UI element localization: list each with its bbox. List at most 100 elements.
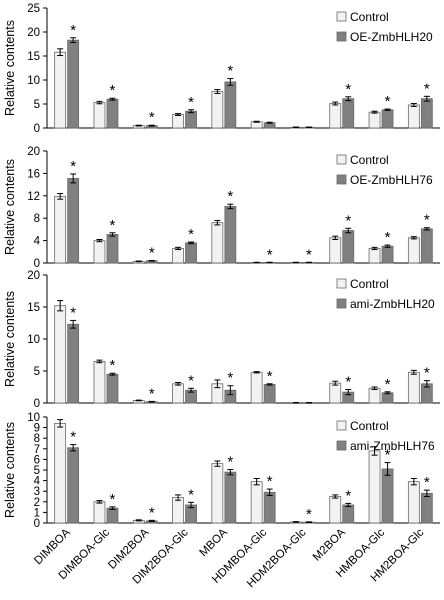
y-tick-label: 0: [34, 258, 40, 270]
y-tick-label: 8: [34, 433, 40, 445]
bar-treatment: [185, 242, 197, 264]
legend-swatch-treatment: [336, 440, 347, 451]
y-tick-label: 5: [34, 366, 40, 378]
significance-star: *: [70, 304, 76, 321]
bar-control: [329, 496, 342, 524]
y-tick-label: 0: [34, 518, 40, 530]
y-tick-label: 8: [34, 213, 40, 225]
y-tick-label: 20: [27, 270, 40, 282]
legend-swatch-treatment: [336, 31, 347, 42]
significance-star: *: [227, 188, 233, 205]
bar-treatment: [67, 178, 80, 264]
y-tick-label: 4: [34, 476, 41, 488]
legend-label: Control: [350, 153, 389, 167]
bar-treatment: [381, 392, 394, 404]
significance-star: *: [267, 473, 273, 490]
chart-panel-3: 0 5 10 15 20 Relative contents * * * * * * * * * Contro…: [3, 270, 440, 410]
significance-star: *: [424, 474, 430, 491]
bar-treatment: [224, 81, 237, 129]
bar-control: [54, 422, 67, 524]
legend-label: OE-ZmbHLH20: [350, 30, 433, 44]
legend-label: Control: [350, 10, 389, 24]
y-tick-label: 4: [34, 236, 41, 248]
y-tick-label: 15: [27, 51, 40, 63]
y-tick-label: 9: [34, 423, 40, 435]
bar-treatment: [381, 109, 394, 129]
y-tick-label: 7: [34, 444, 40, 456]
chart-panel-1: 0 5 10 15 20 25 Relative contents * * * * * * * * Contr…: [3, 3, 440, 135]
significance-star: *: [345, 487, 351, 504]
bar-treatment: [224, 206, 237, 264]
bar-control: [93, 501, 106, 524]
legend-swatch-control: [336, 420, 347, 431]
y-axis-label: Relative contents: [3, 422, 17, 518]
significance-star: *: [306, 246, 312, 263]
bar-treatment: [67, 39, 80, 129]
significance-star: *: [149, 504, 155, 521]
bar-control: [93, 102, 106, 129]
bar-treatment: [67, 447, 80, 524]
bar-control: [54, 195, 67, 264]
significance-star: *: [149, 244, 155, 261]
y-tick-label: 0: [34, 398, 40, 410]
bar-control: [329, 237, 342, 264]
y-tick-label: 12: [27, 191, 40, 203]
y-tick-label: 10: [27, 75, 40, 87]
bar-control: [368, 450, 381, 524]
y-tick-label: 1: [34, 507, 40, 519]
y-tick-label: 10: [27, 412, 40, 424]
legend-swatch-treatment: [336, 174, 347, 185]
chart-panel-2: 0 4 8 12 16 20 Relative contents * * * * * * * * * * Cont…: [3, 146, 440, 270]
significance-star: *: [385, 93, 391, 110]
bar-treatment: [420, 98, 433, 129]
bar-control: [329, 382, 342, 404]
y-tick-label: 0: [34, 123, 40, 135]
y-tick-label: 6: [34, 454, 40, 466]
significance-star: *: [267, 368, 273, 385]
bar-control: [172, 497, 184, 524]
bar-control: [172, 114, 184, 129]
significance-star: *: [110, 217, 116, 234]
bar-treatment: [185, 110, 197, 129]
significance-star: *: [110, 82, 116, 99]
significance-star: *: [110, 491, 116, 508]
bar-control: [368, 387, 381, 404]
legend-label: OE-ZmbHLH76: [350, 173, 433, 187]
significance-star: *: [70, 22, 76, 39]
significance-star: *: [227, 370, 233, 387]
y-tick-label: 5: [34, 465, 40, 477]
significance-star: *: [306, 506, 312, 523]
bar-control: [54, 305, 67, 404]
legend-label: Control: [350, 419, 389, 433]
bar-treatment: [224, 471, 237, 524]
legend-swatch-control: [336, 154, 347, 165]
significance-star: *: [188, 94, 194, 111]
bar-control: [211, 463, 224, 524]
bar-treatment: [106, 98, 119, 129]
legend-swatch-control: [336, 278, 347, 289]
significance-star: *: [149, 109, 155, 126]
y-tick-label: 15: [27, 302, 40, 314]
y-axis-label: Relative contents: [3, 20, 17, 116]
bar-treatment: [67, 323, 80, 404]
y-tick-label: 25: [27, 3, 40, 15]
bar-treatment: [106, 507, 119, 524]
y-tick-label: 20: [27, 27, 40, 39]
y-axis-label: Relative contents: [3, 291, 17, 387]
significance-star: *: [110, 357, 116, 374]
bar-treatment: [263, 491, 276, 524]
y-tick-label: 16: [27, 168, 40, 180]
bar-treatment: [342, 98, 355, 129]
legend-swatch-control: [336, 11, 347, 22]
significance-star: *: [70, 429, 76, 446]
bar-treatment: [420, 228, 433, 264]
bar-treatment: [342, 230, 355, 264]
significance-star: *: [424, 365, 430, 382]
bar-control: [329, 103, 342, 129]
significance-star: *: [345, 81, 351, 98]
significance-star: *: [70, 158, 76, 175]
bar-control: [407, 104, 420, 129]
bar-treatment: [263, 384, 276, 404]
